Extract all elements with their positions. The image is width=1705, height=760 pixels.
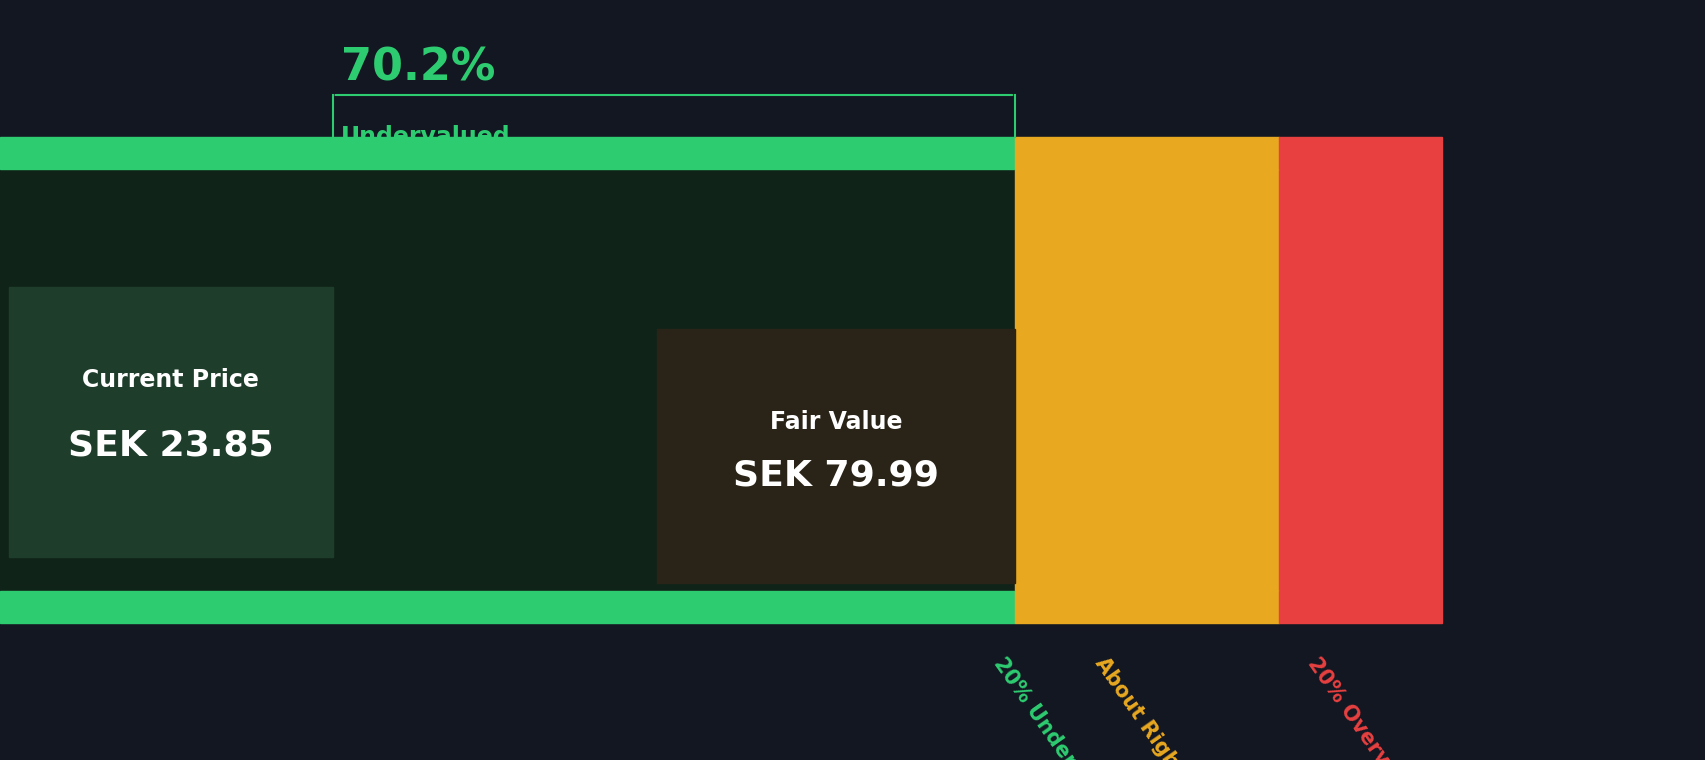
Bar (1279, 169, 1441, 591)
Bar (1279, 137, 1441, 169)
Bar (0, 169, 1014, 591)
Bar (0, 591, 1014, 623)
Bar (1014, 169, 1279, 591)
Text: 70.2%: 70.2% (341, 47, 494, 90)
Bar (0, 137, 1014, 169)
Bar (9, 287, 332, 558)
Text: SEK 79.99: SEK 79.99 (733, 458, 938, 492)
Text: SEK 23.85: SEK 23.85 (68, 428, 273, 462)
Text: Fair Value: Fair Value (769, 410, 902, 434)
Bar (1279, 591, 1441, 623)
Text: About Right: About Right (1091, 654, 1187, 760)
Bar (1014, 137, 1279, 169)
Text: Current Price: Current Price (82, 369, 259, 392)
Text: 20% Overvalued: 20% Overvalued (1303, 654, 1429, 760)
Bar (1014, 591, 1279, 623)
Text: Undervalued: Undervalued (341, 125, 510, 149)
Text: 20% Undervalued: 20% Undervalued (989, 654, 1125, 760)
Bar (656, 329, 1014, 583)
